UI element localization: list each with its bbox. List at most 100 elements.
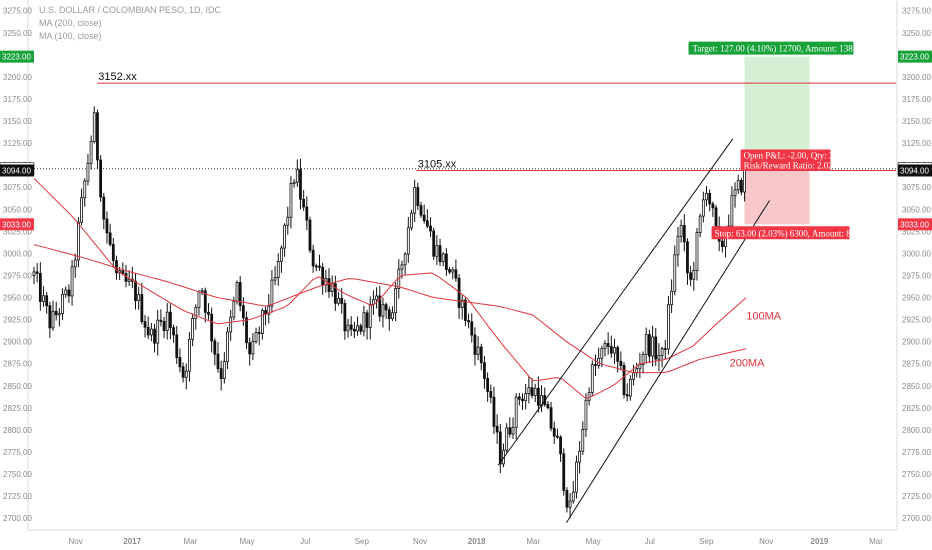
badge-text-left-2: 3094.00 <box>2 166 31 175</box>
candle-body <box>406 227 410 255</box>
candle-body <box>356 325 359 332</box>
candle-body <box>207 311 210 315</box>
badge-right-2 <box>898 164 932 177</box>
candle-body <box>197 291 201 308</box>
badge-right-3 <box>898 218 932 231</box>
candle-body <box>270 279 274 307</box>
badge-text-right-2: 3094.00 <box>900 166 929 175</box>
candle-body <box>368 303 372 328</box>
candle-body <box>667 304 670 350</box>
badge-text-right-0: 3223.00 <box>900 53 929 62</box>
candle-body <box>708 192 712 205</box>
candle-body <box>692 270 696 280</box>
candle-body <box>606 343 610 347</box>
candle-body <box>127 278 131 282</box>
moving-averages <box>33 178 747 400</box>
candle-body <box>562 453 566 491</box>
candle-body <box>42 295 45 302</box>
candle-body <box>587 392 591 401</box>
candle-body <box>38 272 42 302</box>
candle-body <box>486 378 490 392</box>
y-tick-left-15: 2900.00 <box>3 338 32 347</box>
candle-body <box>628 378 632 397</box>
time-axis[interactable]: Nov 2017 Mar May Jul Sep Nov 2018 Mar May Jul Sep No… <box>68 537 883 546</box>
candle-body <box>444 253 448 270</box>
candle-body <box>422 214 426 222</box>
candle-body <box>705 192 708 201</box>
y-tick-right-22: 2725.00 <box>902 492 931 501</box>
candle-body <box>622 365 626 396</box>
y-tick-right-11: 3000.00 <box>902 249 931 258</box>
x-tick-7: 2018 <box>468 537 486 546</box>
candle-body <box>318 265 321 268</box>
candle-body <box>57 313 61 316</box>
candle-body <box>210 313 214 342</box>
position-zones <box>744 56 810 225</box>
y-tick-right-9: 3050.00 <box>902 205 931 214</box>
candle-body <box>280 247 283 262</box>
y-tick-right-18: 2825.00 <box>902 404 931 413</box>
y-tick-left-20: 2775.00 <box>3 448 32 457</box>
candle-body <box>594 364 597 367</box>
price-badges: 3223.003223.003096.003096.003094.003094.… <box>0 50 932 231</box>
y-tick-left-10: 3025.00 <box>3 227 32 236</box>
y-tick-right-5: 3150.00 <box>902 117 931 126</box>
candle-body <box>188 338 191 372</box>
candle-body <box>260 310 264 334</box>
candle-body <box>644 334 648 355</box>
candle-body <box>89 141 93 164</box>
candle-body <box>689 272 693 280</box>
candle-body <box>613 347 616 354</box>
candle-body <box>673 254 677 292</box>
candle-body <box>257 332 261 334</box>
candle-body <box>508 427 512 435</box>
candle-body <box>337 297 340 304</box>
candle-body <box>83 180 87 199</box>
candle-body <box>343 303 347 332</box>
candle-body <box>597 357 601 366</box>
candle-body <box>191 318 195 340</box>
ma200-legend[interactable]: MA (200, close) <box>39 18 102 28</box>
pnl-label: Open P&L: -2.00, Qty: 3 <box>744 150 834 160</box>
candle-body <box>521 398 524 402</box>
candle-body <box>714 207 718 227</box>
y-tick-left-1: 3250.00 <box>3 29 32 38</box>
channel-upper-line <box>497 138 734 466</box>
symbol-title[interactable]: U.S. DOLLAR / COLOMBIAN PESO, 1D, IDC <box>39 5 222 15</box>
candle-body <box>511 426 515 435</box>
candle-body <box>102 196 106 220</box>
ma100-legend[interactable]: MA (100, close) <box>39 31 102 41</box>
candle-body <box>70 266 74 297</box>
candle-body <box>45 295 49 307</box>
candle-body <box>232 300 236 318</box>
badge-text-right-3: 3033.00 <box>900 220 929 229</box>
candle-body <box>568 500 572 508</box>
candle-body <box>648 334 651 357</box>
x-tick-9: May <box>586 537 601 546</box>
target-label: Target: 127.00 (4.10%) 12700, Amount: 13… <box>693 44 858 54</box>
candle-body <box>372 299 375 305</box>
candle-body <box>479 346 483 364</box>
candle-body <box>571 491 575 502</box>
candle-body <box>86 162 90 182</box>
candle-body <box>321 266 325 286</box>
channel-lower-line <box>566 200 770 523</box>
candle-body <box>213 340 217 355</box>
candle-body <box>711 203 715 209</box>
candle-body <box>609 346 613 354</box>
candle-body <box>165 311 169 332</box>
ma200-line <box>33 244 747 374</box>
candle-body <box>419 205 423 216</box>
candle-body <box>533 387 537 397</box>
candle-body <box>410 212 413 229</box>
x-tick-8: Mar <box>526 537 540 546</box>
annotations: 3152.xx 3105.xx 100MA 200MA Target: 127.00 (… <box>98 41 859 369</box>
candle-body <box>505 427 509 451</box>
y-tick-right-6: 3125.00 <box>902 139 931 148</box>
candle-body <box>32 271 36 276</box>
candle-body <box>476 346 480 355</box>
candle-body <box>514 396 518 428</box>
target-label-box <box>688 41 854 55</box>
candle-body <box>575 461 578 493</box>
